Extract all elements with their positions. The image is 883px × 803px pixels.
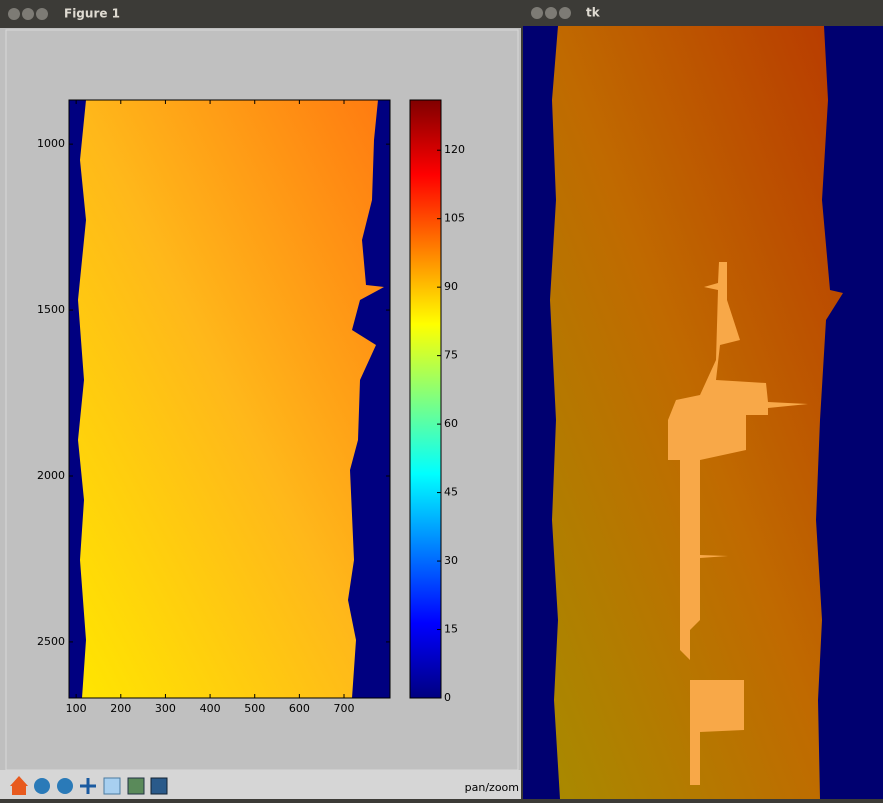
x-tick-label: 100 <box>66 702 87 715</box>
close-button[interactable] <box>531 7 543 19</box>
status-text: pan/zoom <box>465 781 519 794</box>
screen: Figure 1 pan/zoom 1002003004005006007001… <box>0 0 883 799</box>
subplots-button[interactable] <box>128 778 144 794</box>
colorbar <box>410 100 441 698</box>
minimize-button[interactable] <box>22 8 34 20</box>
colorbar-tick-label: 60 <box>444 417 458 430</box>
y-tick-label: 2000 <box>37 469 65 482</box>
figure-titlebar: Figure 1 <box>0 0 521 28</box>
zoom-button[interactable] <box>104 778 120 794</box>
x-tick-label: 500 <box>244 702 265 715</box>
y-tick-label: 1000 <box>37 137 65 150</box>
x-tick-label: 600 <box>289 702 310 715</box>
tk-titlebar: tk <box>523 0 883 26</box>
colorbar-tick-label: 90 <box>444 280 458 293</box>
back-button[interactable] <box>34 778 50 794</box>
colorbar-tick-label: 120 <box>444 143 465 156</box>
forward-button[interactable] <box>57 778 73 794</box>
maximize-button[interactable] <box>36 8 48 20</box>
window-title: tk <box>586 6 601 20</box>
maximize-button[interactable] <box>559 7 571 19</box>
y-tick-label: 1500 <box>37 303 65 316</box>
x-tick-label: 700 <box>334 702 355 715</box>
x-tick-label: 300 <box>155 702 176 715</box>
minimize-button[interactable] <box>545 7 557 19</box>
depth-image <box>78 100 384 698</box>
desktop: Figure 1 pan/zoom 1002003004005006007001… <box>0 0 883 799</box>
save-button[interactable] <box>151 778 167 794</box>
colorbar-tick-label: 0 <box>444 691 451 704</box>
x-tick-label: 400 <box>200 702 221 715</box>
x-tick-label: 200 <box>110 702 131 715</box>
colorbar-tick-label: 30 <box>444 554 458 567</box>
toolbar <box>0 770 521 799</box>
y-tick-label: 2500 <box>37 635 65 648</box>
colorbar-tick-label: 15 <box>444 623 458 636</box>
colorbar-tick-label: 75 <box>444 349 458 362</box>
window-title: Figure 1 <box>64 7 120 21</box>
colorbar-tick-label: 105 <box>444 212 465 225</box>
colorbar-tick-label: 45 <box>444 486 458 499</box>
close-button[interactable] <box>8 8 20 20</box>
